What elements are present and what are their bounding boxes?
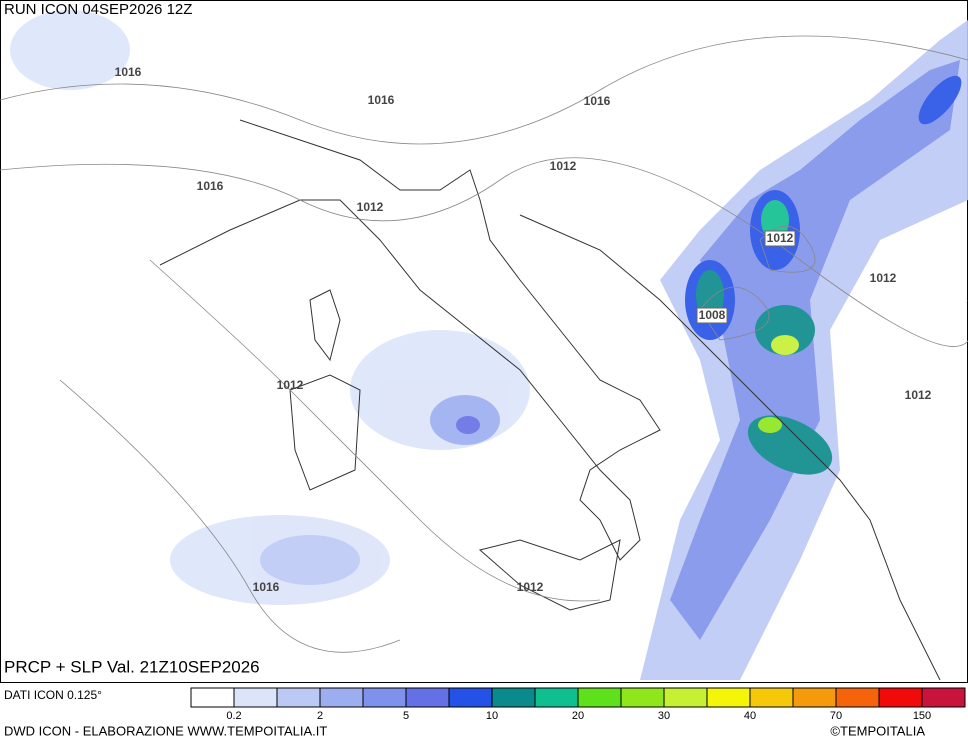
credit: DWD ICON - ELABORAZIONE WWW.TEMPOITALIA.… <box>4 723 327 738</box>
copyright: ©TEMPOITALIA <box>830 723 925 738</box>
colorbar-label: 70 <box>830 710 842 722</box>
isobar-label: 1016 <box>368 93 395 107</box>
colorbar-swatch <box>749 687 794 708</box>
run-label: RUN ICON 04SEP2026 12Z <box>4 1 192 18</box>
colorbar-swatch <box>663 687 708 708</box>
isobar-label: 1016 <box>584 94 611 108</box>
isobar-label-box <box>696 307 728 324</box>
isobar-label: 1012 <box>277 378 304 392</box>
colorbar: 0.2 2 5 10 20 30 40 70 150 <box>190 687 966 722</box>
colorbar-swatch <box>577 687 622 708</box>
isobar-label: 1016 <box>115 65 142 79</box>
isobars <box>0 35 968 653</box>
isobar-label: 1012 <box>550 159 577 173</box>
isobar-label: 1012 <box>517 580 544 594</box>
colorbar-label: 30 <box>658 710 670 722</box>
legend-source: DATI ICON 0.125° <box>4 688 102 702</box>
precipitation <box>10 10 968 680</box>
colorbar-swatch <box>276 687 321 708</box>
colorbar-swatch <box>706 687 751 708</box>
colorbar-swatch <box>835 687 880 708</box>
colorbar-label: 150 <box>913 710 931 722</box>
valid-label: PRCP + SLP Val. 21Z10SEP2026 <box>4 657 260 676</box>
isobar-label: 1016 <box>197 179 224 193</box>
colorbar-swatch <box>233 687 278 708</box>
colorbar-label: 20 <box>572 710 584 722</box>
colorbar-label: 40 <box>744 710 756 722</box>
colorbar-label: 2 <box>317 710 323 722</box>
coastlines <box>159 119 941 681</box>
colorbar-swatch <box>878 687 923 708</box>
colorbar-swatch <box>448 687 493 708</box>
colorbar-swatch <box>620 687 665 708</box>
isobar-label: 1012 <box>870 271 897 285</box>
colorbar-label: 5 <box>403 710 409 722</box>
colorbar-swatch <box>362 687 407 708</box>
colorbar-swatch <box>405 687 450 708</box>
colorbar-swatch <box>921 687 966 708</box>
isobar-labels: 1016 1016 1016 1016 1012 1012 1012 1012 1008 1012… <box>115 65 932 594</box>
colorbar-swatch <box>534 687 579 708</box>
colorbar-swatch <box>319 687 364 708</box>
isobar-label: 1012 <box>357 200 384 214</box>
isobar-label: 1016 <box>253 580 280 594</box>
colorbar-swatch <box>190 687 235 708</box>
isobar-label: 1012 <box>767 231 794 245</box>
colorbar-swatch <box>792 687 837 708</box>
isobar-label: 1012 <box>905 388 932 402</box>
isobar-label: 1008 <box>699 308 726 322</box>
colorbar-swatch <box>491 687 536 708</box>
colorbar-label: 10 <box>486 710 498 722</box>
colorbar-label: 0.2 <box>226 710 241 722</box>
isobar-label-box <box>764 230 796 247</box>
